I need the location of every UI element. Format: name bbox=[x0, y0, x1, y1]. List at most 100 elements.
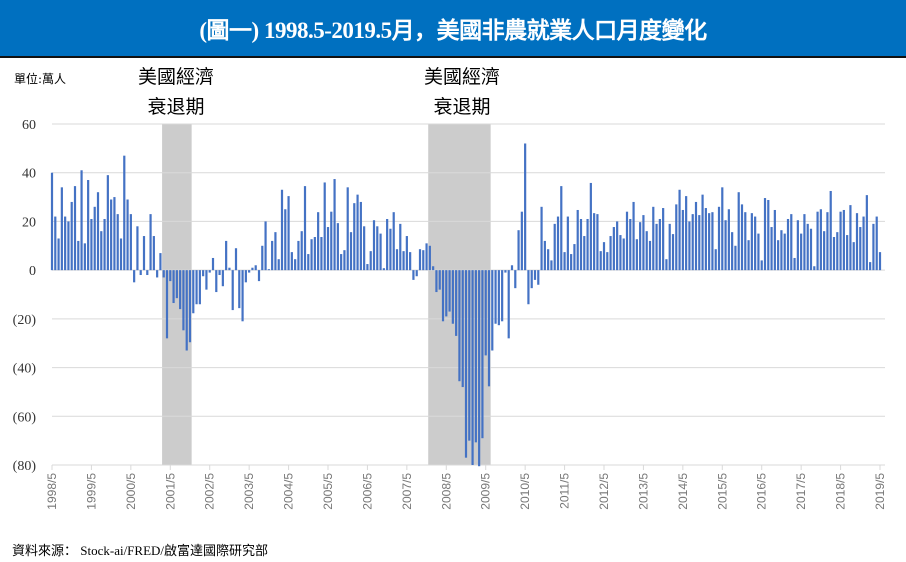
bar bbox=[445, 270, 448, 317]
bar bbox=[54, 216, 57, 271]
bar bbox=[589, 182, 592, 271]
bar bbox=[366, 264, 369, 271]
bar bbox=[211, 257, 215, 271]
bar bbox=[599, 251, 602, 271]
bar bbox=[336, 223, 339, 271]
bar bbox=[438, 270, 441, 290]
recession-label-line1: 美國經濟 bbox=[423, 66, 500, 88]
bar bbox=[819, 209, 822, 271]
bar bbox=[786, 218, 790, 271]
bar bbox=[231, 270, 234, 311]
bar bbox=[658, 218, 661, 271]
bar bbox=[303, 186, 307, 271]
bar bbox=[287, 196, 290, 271]
bar bbox=[349, 232, 353, 271]
bar bbox=[750, 213, 753, 271]
recession-label-line2: 衰退期 bbox=[433, 96, 491, 118]
bar bbox=[846, 235, 849, 271]
recession-label-line1: 美國經濟 bbox=[137, 66, 214, 88]
bar bbox=[363, 226, 366, 271]
bar bbox=[711, 212, 714, 271]
bar bbox=[418, 249, 422, 271]
bar bbox=[520, 211, 523, 271]
bar bbox=[257, 270, 261, 282]
bar bbox=[612, 227, 615, 271]
bar bbox=[579, 218, 583, 271]
bar bbox=[415, 270, 418, 277]
bar bbox=[704, 208, 707, 271]
bar bbox=[126, 199, 129, 271]
bar bbox=[313, 237, 316, 271]
y-tick-label: (40) bbox=[13, 362, 37, 377]
bar bbox=[73, 186, 77, 271]
bar bbox=[369, 251, 372, 271]
unit-label: 單位:萬人 bbox=[14, 72, 67, 86]
bar bbox=[422, 250, 425, 271]
bar bbox=[77, 240, 80, 271]
bar bbox=[395, 249, 399, 271]
bar bbox=[878, 252, 882, 271]
bar bbox=[471, 270, 474, 465]
bar bbox=[267, 269, 270, 271]
x-tick-label: 2007/5 bbox=[400, 473, 414, 510]
bar bbox=[50, 172, 54, 271]
x-tick-label: 2015/5 bbox=[715, 473, 729, 510]
bar bbox=[747, 240, 750, 271]
bar bbox=[639, 222, 642, 271]
bar bbox=[645, 231, 648, 271]
bar bbox=[116, 214, 119, 271]
bar bbox=[123, 155, 126, 271]
x-tick-label: 2004/5 bbox=[282, 473, 296, 510]
bar bbox=[573, 244, 576, 271]
y-tick-label: (60) bbox=[13, 410, 37, 425]
bar bbox=[629, 218, 632, 271]
bar bbox=[208, 270, 211, 273]
bar bbox=[297, 240, 300, 271]
x-tick-label: 2013/5 bbox=[636, 473, 650, 510]
bar bbox=[179, 270, 182, 310]
bar bbox=[655, 223, 658, 271]
bar bbox=[832, 237, 836, 271]
bar bbox=[514, 270, 517, 289]
bar bbox=[468, 270, 471, 441]
bar bbox=[494, 270, 497, 324]
bar bbox=[727, 209, 730, 271]
bar bbox=[865, 195, 868, 271]
bar bbox=[142, 236, 146, 271]
bar bbox=[616, 221, 619, 271]
x-tick-label: 2019/5 bbox=[873, 473, 887, 510]
bar bbox=[248, 270, 251, 273]
bar bbox=[376, 226, 379, 271]
x-tick-label: 2001/5 bbox=[163, 473, 177, 510]
bar bbox=[198, 270, 201, 305]
bar bbox=[317, 212, 320, 271]
bar bbox=[188, 270, 192, 343]
bar bbox=[596, 214, 599, 271]
x-tick-label: 1999/5 bbox=[84, 473, 98, 510]
bar bbox=[182, 270, 185, 331]
bar bbox=[816, 211, 819, 271]
bar bbox=[80, 170, 83, 271]
bar bbox=[586, 218, 589, 271]
bar bbox=[777, 240, 780, 271]
bar bbox=[602, 242, 606, 271]
bar bbox=[251, 267, 254, 271]
bar bbox=[162, 270, 165, 278]
bar bbox=[215, 270, 218, 293]
bar bbox=[432, 266, 435, 271]
bar bbox=[221, 270, 224, 287]
bar bbox=[172, 270, 175, 304]
bar bbox=[793, 257, 796, 271]
chart-title: (圖一) 1998.5-2019.5月，美國非農就業人口月度變化 bbox=[199, 18, 707, 43]
bar bbox=[481, 270, 484, 439]
bar bbox=[310, 239, 313, 271]
bar bbox=[537, 270, 540, 285]
bar bbox=[507, 270, 510, 339]
bar bbox=[90, 218, 93, 271]
bar bbox=[195, 270, 198, 305]
bar bbox=[698, 215, 701, 271]
bar bbox=[238, 270, 241, 309]
bar bbox=[576, 209, 579, 271]
bar bbox=[139, 270, 142, 276]
